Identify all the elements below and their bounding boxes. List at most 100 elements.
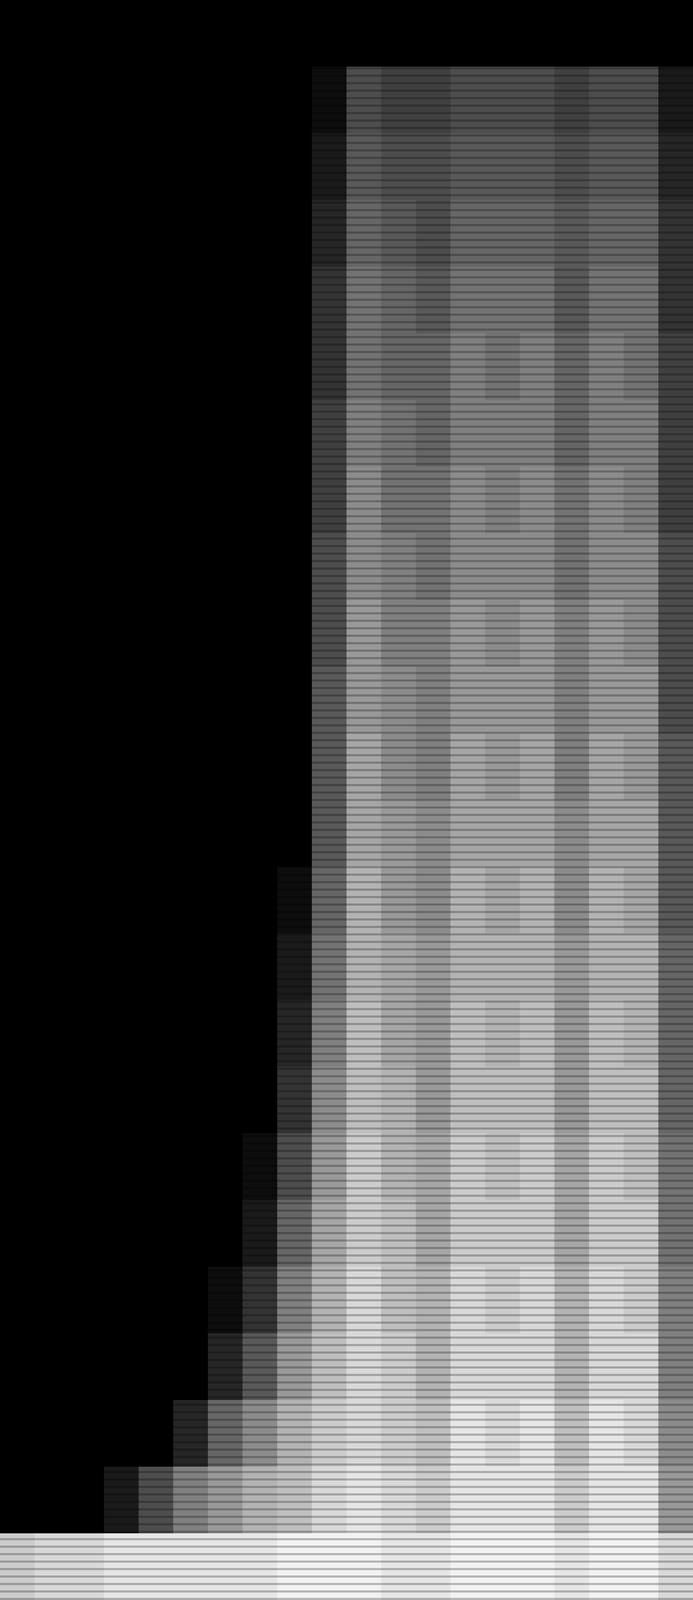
- texture-line: [0, 1216, 693, 1219]
- texture-line: [0, 59, 693, 62]
- texture-line: [0, 843, 693, 846]
- heat-cell: [34, 932, 70, 1001]
- heat-cell: [381, 0, 417, 68]
- texture-line: [0, 985, 693, 988]
- texture-line: [0, 1320, 693, 1324]
- heat-cell: [138, 1532, 174, 1600]
- heat-cell: [589, 0, 625, 68]
- texture-line: [0, 1156, 693, 1159]
- texture-line: [0, 716, 693, 719]
- heat-cell: [207, 866, 244, 934]
- texture-line: [0, 350, 693, 353]
- texture-line: [0, 1388, 693, 1391]
- heat-cell: [242, 0, 278, 68]
- texture-line: [0, 1544, 693, 1547]
- texture-line: [0, 1343, 693, 1346]
- heat-cell: [0, 932, 36, 1001]
- texture-line: [0, 776, 693, 779]
- heat-cell: [103, 1532, 140, 1600]
- heat-cell: [207, 599, 244, 667]
- texture-line: [0, 328, 693, 331]
- heat-cell: [519, 599, 555, 667]
- heat-cell: [69, 732, 105, 801]
- texture-line: [0, 22, 693, 25]
- texture-line: [0, 910, 693, 913]
- heat-cell: [103, 799, 140, 867]
- texture-line: [0, 37, 693, 40]
- texture-line: [0, 746, 693, 749]
- heat-cell: [519, 799, 555, 867]
- heat-cell: [485, 0, 521, 68]
- heat-cell: [277, 932, 313, 1001]
- texture-line: [0, 440, 693, 443]
- texture-line: [0, 955, 693, 958]
- heat-cell: [173, 599, 209, 667]
- heat-cell: [346, 932, 382, 1001]
- texture-line: [0, 1425, 693, 1428]
- texture-line: [0, 1507, 693, 1510]
- texture-line: [0, 500, 693, 503]
- heat-cell: [519, 732, 555, 801]
- texture-line: [0, 44, 693, 47]
- texture-line: [0, 1410, 693, 1413]
- heat-cell: [173, 666, 209, 734]
- texture-line: [0, 1067, 693, 1070]
- texture-line: [0, 634, 693, 637]
- texture-line: [0, 410, 693, 413]
- heat-cell: [311, 799, 348, 867]
- heatmap-chart: [0, 0, 693, 1600]
- texture-line: [0, 305, 693, 309]
- texture-line: [0, 1126, 693, 1130]
- texture-line: [0, 932, 693, 936]
- texture-line: [0, 850, 693, 853]
- heat-cell: [207, 666, 244, 734]
- heat-cell: [173, 0, 209, 68]
- texture-line: [0, 940, 693, 943]
- texture-line: [0, 1283, 693, 1286]
- heat-cell: [450, 599, 486, 667]
- texture-line: [0, 1335, 693, 1339]
- heat-cell: [623, 932, 659, 1001]
- texture-line: [0, 977, 693, 980]
- texture-line: [0, 208, 693, 212]
- heat-cell: [415, 932, 451, 1001]
- texture-line: [0, 507, 693, 510]
- texture-line: [0, 1559, 693, 1562]
- texture-line: [0, 74, 693, 77]
- texture-line: [0, 1238, 693, 1242]
- texture-line: [0, 119, 693, 122]
- texture-line: [0, 522, 693, 525]
- texture-line: [0, 731, 693, 734]
- texture-line: [0, 1589, 693, 1592]
- heat-cell: [381, 666, 417, 734]
- texture-line: [0, 1417, 693, 1421]
- texture-line: [0, 1365, 693, 1368]
- heat-cell: [34, 599, 70, 667]
- texture-line: [0, 1268, 693, 1271]
- heat-cell: [450, 932, 486, 1001]
- heat-cell: [69, 866, 105, 934]
- texture-line: [0, 656, 693, 659]
- texture-line: [0, 1104, 693, 1107]
- heat-cell: [554, 599, 590, 667]
- texture-line: [0, 1306, 693, 1309]
- heat-cell: [415, 732, 451, 801]
- texture-line: [0, 141, 693, 144]
- texture-line: [0, 619, 693, 622]
- texture-line: [0, 806, 693, 809]
- heat-cell: [138, 0, 174, 68]
- heat-cell: [277, 799, 313, 867]
- texture-line: [0, 7, 693, 10]
- heat-cell: [207, 0, 244, 68]
- heat-cell: [103, 666, 140, 734]
- heat-cell: [658, 1532, 693, 1600]
- heat-cell: [658, 0, 693, 68]
- heat-cell: [519, 932, 555, 1001]
- texture-line: [0, 1119, 693, 1122]
- cells: [0, 0, 693, 1600]
- texture-line: [0, 149, 693, 152]
- heat-cell: [415, 666, 451, 734]
- texture-line: [0, 156, 693, 159]
- texture-line: [0, 858, 693, 861]
- texture-line: [0, 1567, 693, 1570]
